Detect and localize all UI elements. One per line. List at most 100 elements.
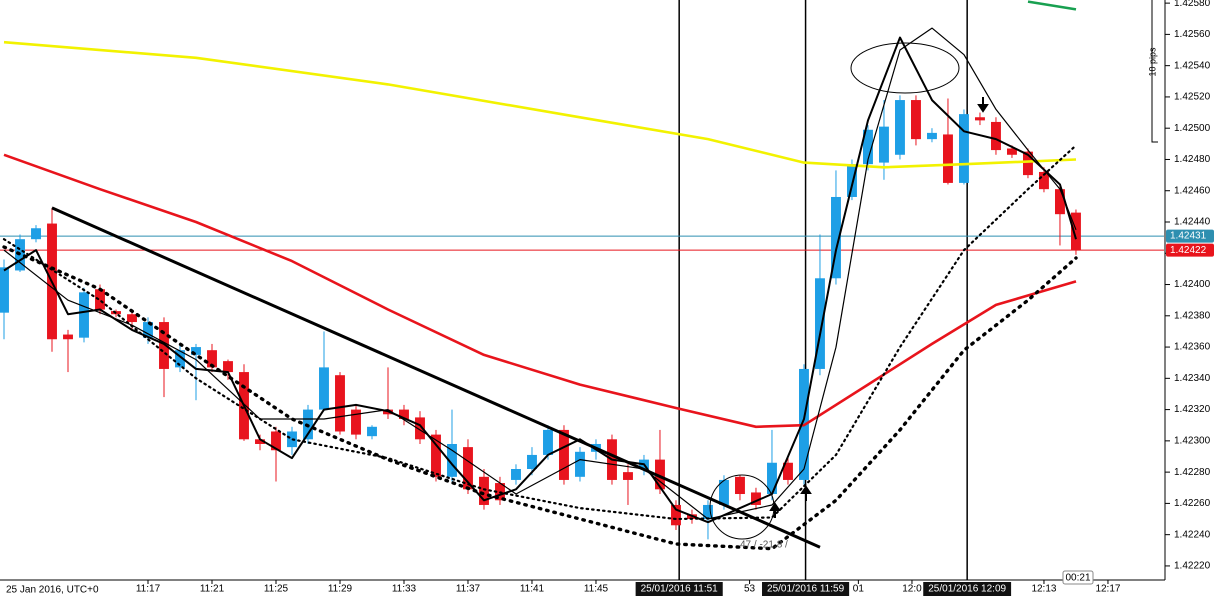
x-tick-label: 11:21	[200, 584, 225, 595]
candle-body	[175, 350, 185, 368]
candle-body	[271, 431, 281, 451]
y-tick-label: 1.42460	[1174, 185, 1211, 196]
x-tick-label: 11:25	[264, 584, 289, 595]
x-tick-highlight	[923, 582, 1012, 596]
candle-body	[831, 196, 841, 279]
candle-body	[751, 492, 761, 505]
candle-body	[0, 267, 9, 313]
candle-body	[991, 121, 1001, 151]
y-tick-label: 1.42220	[1174, 561, 1211, 572]
candle-body	[79, 292, 89, 338]
y-tick-label: 1.42520	[1174, 92, 1211, 103]
candle-body	[959, 114, 969, 183]
x-tick-label: 11:41	[520, 584, 545, 595]
candle-body	[1055, 189, 1065, 215]
candle-body	[943, 134, 953, 183]
pips-label: 10 pips	[1147, 47, 1157, 77]
indicator-line	[3, 36, 1077, 524]
candle-body	[911, 100, 921, 140]
x-tick-label: 12:13	[1031, 584, 1056, 595]
x-tick-label: 01	[853, 584, 865, 595]
y-tick-label: 1.42480	[1174, 154, 1211, 165]
buy-arrow	[800, 485, 812, 501]
y-tick-label: 1.42320	[1174, 404, 1211, 415]
candle-body	[463, 447, 473, 490]
price-tag-label: 1.42422	[1170, 245, 1207, 256]
indicator-line	[51, 206, 821, 549]
x-tick-label: 11:33	[392, 584, 417, 595]
candle-body	[63, 334, 73, 340]
candle-body	[143, 322, 153, 338]
candle-body	[815, 278, 825, 369]
y-tick-label: 1.42260	[1174, 498, 1211, 509]
candle-body	[511, 469, 521, 480]
candle-body	[207, 350, 217, 368]
candle-body	[191, 347, 201, 355]
y-tick-label: 1.42360	[1174, 342, 1211, 353]
x-tick-label: 25/01/2016 11:59	[767, 584, 845, 595]
y-tick-label: 1.42240	[1174, 529, 1211, 540]
candle-body	[1007, 148, 1017, 155]
y-tick-label: 1.42340	[1174, 373, 1211, 384]
x-tick-label: 12:0	[902, 584, 922, 595]
candle-body	[1039, 171, 1049, 190]
candle-body	[367, 426, 377, 437]
candle-body	[255, 439, 265, 444]
candle-body	[479, 476, 489, 505]
candle-body	[847, 164, 857, 197]
price-tag-label: 1.42431	[1170, 231, 1207, 242]
x-tick-highlight	[762, 582, 850, 596]
indicator-line	[3, 153, 1077, 429]
candle-body	[575, 451, 585, 477]
x-tick-label: 11:45	[584, 584, 609, 595]
bar-timer: 00:21	[1065, 573, 1090, 584]
candle-body	[559, 429, 569, 480]
x-axis-label: 25 Jan 2016, UTC+0	[6, 585, 99, 596]
candle-body	[671, 504, 681, 526]
y-tick-label: 1.42580	[1174, 0, 1211, 9]
x-tick-label: 53	[744, 584, 756, 595]
candle-body	[31, 228, 41, 240]
candle-body	[319, 367, 329, 410]
plot-area	[0, 0, 1164, 580]
candle-body	[399, 409, 409, 419]
candle-body	[735, 476, 745, 495]
candle-body	[447, 443, 457, 477]
candle-body	[351, 409, 361, 435]
price-tag	[1166, 243, 1214, 257]
candle-body	[1023, 151, 1033, 176]
candle-body	[655, 459, 665, 490]
x-tick-label: 11:29	[328, 584, 353, 595]
candle-body	[927, 132, 937, 140]
candle-body	[975, 117, 985, 121]
x-tick-label: 11:17	[136, 584, 161, 595]
candle-body	[783, 462, 793, 480]
timer-box	[1062, 570, 1094, 585]
candle-body	[431, 434, 441, 477]
sell-arrow	[977, 97, 989, 113]
y-tick-label: 1.42400	[1174, 279, 1211, 290]
x-tick-label: 12:17	[1095, 584, 1120, 595]
candle-body	[527, 454, 537, 470]
y-tick-label: 1.42500	[1174, 123, 1211, 134]
candle-body	[159, 322, 169, 369]
y-tick-label: 1.42380	[1174, 310, 1211, 321]
candle-body	[863, 129, 873, 165]
candle-body	[335, 375, 345, 432]
x-tick-highlight	[635, 582, 723, 596]
candle-body	[95, 289, 105, 310]
buy-arrow	[769, 502, 781, 518]
x-tick-label: 25/01/2016 12:09	[928, 584, 1006, 595]
y-tick-label: 1.42280	[1174, 467, 1211, 478]
indicator-line	[2, 245, 1078, 551]
y-tick-label: 1.42300	[1174, 436, 1211, 447]
drawings: 10 pips 47 / -21.8 /	[709, 0, 1158, 551]
indicator-line	[1027, 0, 1077, 11]
x-tick-label: 11:37	[456, 584, 481, 595]
candle-body	[879, 126, 889, 163]
candle-body	[415, 417, 425, 440]
candle-body	[767, 462, 777, 495]
candle-body	[703, 504, 713, 520]
